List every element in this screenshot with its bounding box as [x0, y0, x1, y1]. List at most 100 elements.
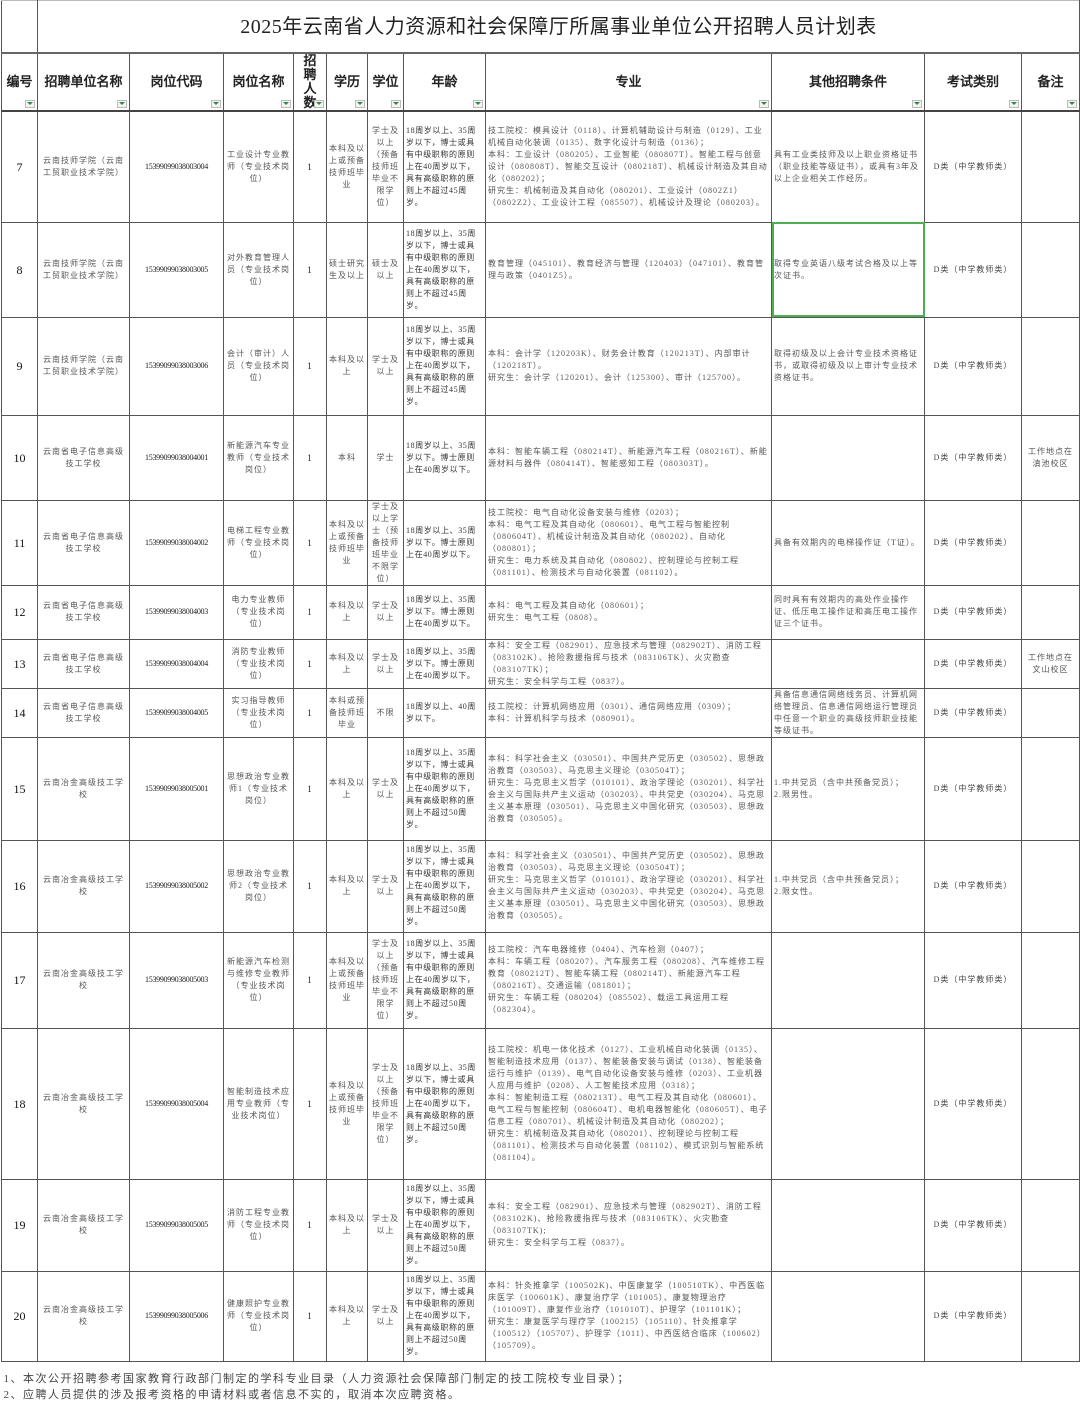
post-name-cell[interactable]: 健康照护专业教师（专业技术岗位）	[223, 1270, 294, 1362]
exam-type-cell[interactable]: D类（中学教师类）	[924, 931, 1022, 1029]
exam-type-cell[interactable]: D类（中学教师类）	[924, 1270, 1022, 1362]
age-requirement-cell[interactable]: 18周岁以上、35周岁以下。博士原则上在40周岁以下。	[403, 414, 486, 501]
filter-dropdown-icon[interactable]	[1067, 100, 1078, 108]
major-requirement-cell[interactable]: 本科：安全工程（082901）、应急技术与管理（082902T）、消防工程（08…	[485, 1178, 772, 1272]
post-code-cell[interactable]: 15399099038005003	[129, 931, 224, 1029]
education-cell[interactable]: 本科	[326, 414, 368, 501]
row-number-cell[interactable]: 20	[1, 1270, 38, 1362]
other-conditions-cell[interactable]: 1.中共党员（含中共预备党员）； 2.限女性。	[771, 839, 925, 933]
age-requirement-cell[interactable]: 18周岁以上、35周岁以下。博士原则上在40周岁以下。	[403, 638, 486, 689]
remarks-cell[interactable]	[1020, 1270, 1080, 1362]
education-cell[interactable]: 本科及以上	[326, 1178, 368, 1272]
row-number-cell[interactable]: 13	[1, 638, 38, 689]
education-cell[interactable]: 本科及以上或预备技师班毕业	[326, 931, 368, 1029]
exam-type-cell[interactable]: D类（中学教师类）	[924, 1027, 1022, 1180]
exam-type-cell[interactable]: D类（中学教师类）	[924, 687, 1022, 738]
degree-cell[interactable]: 不限	[367, 687, 404, 738]
major-requirement-cell[interactable]: 技工院校：电气自动化设备安装与维修（0203）； 本科：电气工程及其自动化（08…	[485, 499, 772, 586]
unit-name-cell[interactable]: 云南冶金高级技工学校	[37, 1270, 130, 1362]
degree-cell[interactable]: 学士及以上	[367, 638, 404, 689]
row-number-cell[interactable]: 7	[1, 110, 38, 223]
unit-name-cell[interactable]: 云南冶金高级技工学校	[37, 1027, 130, 1180]
remarks-cell[interactable]	[1020, 736, 1080, 841]
age-requirement-cell[interactable]: 18周岁以上、35周岁以下，博士或具有中级职称的原则上在40周岁以下，具有高级职…	[403, 736, 486, 841]
row-number-cell[interactable]: 16	[1, 839, 38, 933]
unit-name-cell[interactable]: 云南技师学院（云南工贸职业技术学院）	[37, 221, 130, 318]
education-cell[interactable]: 本科及以上	[326, 839, 368, 933]
degree-cell[interactable]: 学士及以上（预备技师班毕业不限学位）	[367, 1027, 404, 1180]
major-requirement-cell[interactable]: 本科：智能车辆工程（080214T）、新能源汽车工程（080216T）、新能源材…	[485, 414, 772, 501]
row-number-cell[interactable]: 8	[1, 221, 38, 318]
filter-dropdown-icon[interactable]	[281, 100, 291, 108]
filter-dropdown-icon[interactable]	[211, 100, 221, 108]
exam-type-cell[interactable]: D类（中学教师类）	[924, 584, 1022, 640]
hire-count-cell[interactable]: 1	[293, 110, 327, 223]
unit-name-cell[interactable]: 云南省电子信息高级技工学校	[37, 638, 130, 689]
remarks-cell[interactable]	[1020, 687, 1080, 738]
post-name-cell[interactable]: 新能源汽车专业教师（专业技术岗位）	[223, 414, 294, 501]
filter-dropdown-icon[interactable]	[391, 100, 401, 108]
major-requirement-cell[interactable]: 技工院校：汽车电器维修（0404）、汽车检测（0407）； 本科：车辆工程（08…	[485, 931, 772, 1029]
other-conditions-cell[interactable]	[771, 931, 925, 1029]
exam-type-cell[interactable]: D类（中学教师类）	[924, 414, 1022, 501]
hire-count-cell[interactable]: 1	[293, 1270, 327, 1362]
other-conditions-cell[interactable]: 具有工业类技师及以上职业资格证书（职业技能等级证书），或具有3年及以上企业相关工…	[771, 110, 925, 223]
filter-dropdown-icon[interactable]	[314, 100, 324, 108]
post-name-cell[interactable]: 新能源汽车检测与维修专业教师（专业技术岗位）	[223, 931, 294, 1029]
major-requirement-cell[interactable]: 本科：会计学（120203K）、财务会计教育（120213T）、内部审计（120…	[485, 316, 772, 416]
exam-type-cell[interactable]: D类（中学教师类）	[924, 1178, 1022, 1272]
hire-count-cell[interactable]: 1	[293, 687, 327, 738]
other-conditions-cell[interactable]: 具备有效期内的电梯操作证（T证）。	[771, 499, 925, 586]
unit-name-cell[interactable]: 云南冶金高级技工学校	[37, 1178, 130, 1272]
post-code-cell[interactable]: 15399099038005001	[129, 736, 224, 841]
exam-type-cell[interactable]: D类（中学教师类）	[924, 221, 1022, 318]
post-code-cell[interactable]: 15399099038004003	[129, 584, 224, 640]
major-requirement-cell[interactable]: 本科：电气工程及其自动化（080601）； 研究生：电气工程（0808）。	[485, 584, 772, 640]
major-requirement-cell[interactable]: 技工院校：模具设计（0118）、计算机辅助设计与制造（0129）、工业机械自动化…	[485, 110, 772, 223]
unit-name-cell[interactable]: 云南冶金高级技工学校	[37, 736, 130, 841]
row-number-cell[interactable]: 11	[1, 499, 38, 586]
hire-count-cell[interactable]: 1	[293, 638, 327, 689]
filter-dropdown-icon[interactable]	[355, 100, 365, 108]
exam-type-cell[interactable]: D类（中学教师类）	[924, 316, 1022, 416]
post-name-cell[interactable]: 消防工程专业教师（专业技术岗位）	[223, 1178, 294, 1272]
remarks-cell[interactable]	[1020, 1027, 1080, 1180]
major-requirement-cell[interactable]: 本科：科学社会主义（030501）、中国共产党历史（030502）、思想政治教育…	[485, 839, 772, 933]
post-code-cell[interactable]: 15399099038005002	[129, 839, 224, 933]
exam-type-cell[interactable]: D类（中学教师类）	[924, 839, 1022, 933]
degree-cell[interactable]: 学士及以上	[367, 316, 404, 416]
age-requirement-cell[interactable]: 18周岁以上、35周岁以下。博士原则上在40周岁以下。	[403, 499, 486, 586]
post-name-cell[interactable]: 实习指导教师（专业技术岗位）	[223, 687, 294, 738]
major-requirement-cell[interactable]: 教育管理（045101）、教育经济与管理（120403）（047101）、教育管…	[485, 221, 772, 318]
post-code-cell[interactable]: 15399099038004005	[129, 687, 224, 738]
degree-cell[interactable]: 学士及以上	[367, 1270, 404, 1362]
remarks-cell[interactable]: 工作地点在滇池校区	[1020, 414, 1080, 501]
age-requirement-cell[interactable]: 18周岁以上、35周岁以下，博士或具有中级职称的原则上在40周岁以下，具有高级职…	[403, 931, 486, 1029]
exam-type-cell[interactable]: D类（中学教师类）	[924, 499, 1022, 586]
education-cell[interactable]: 本科及以上	[326, 638, 368, 689]
post-name-cell[interactable]: 电力专业教师（专业技术岗位）	[223, 584, 294, 640]
degree-cell[interactable]: 学士及以上	[367, 839, 404, 933]
education-cell[interactable]: 本科及以上或预备技师班毕业	[326, 110, 368, 223]
hire-count-cell[interactable]: 1	[293, 736, 327, 841]
post-code-cell[interactable]: 15399099038005006	[129, 1270, 224, 1362]
other-conditions-cell[interactable]	[771, 638, 925, 689]
age-requirement-cell[interactable]: 18周岁以上、35周岁以下，博士或具有中级职称的原则上在40周岁以下，具有高级职…	[403, 1270, 486, 1362]
filter-dropdown-icon[interactable]	[473, 100, 483, 108]
post-code-cell[interactable]: 15399099038005004	[129, 1027, 224, 1180]
post-name-cell[interactable]: 思想政治专业教师1（专业技术岗位）	[223, 736, 294, 841]
other-conditions-cell[interactable]	[771, 1270, 925, 1362]
exam-type-cell[interactable]: D类（中学教师类）	[924, 736, 1022, 841]
degree-cell[interactable]: 学士及以上（预备技师班毕业不限学位）	[367, 110, 404, 223]
filter-dropdown-icon[interactable]	[759, 100, 769, 108]
degree-cell[interactable]: 学士	[367, 414, 404, 501]
filter-dropdown-icon[interactable]	[117, 100, 127, 108]
row-number-cell[interactable]: 18	[1, 1027, 38, 1180]
hire-count-cell[interactable]: 1	[293, 839, 327, 933]
other-conditions-cell[interactable]: 取得专业英语八级考试合格及以上等次证书。	[771, 221, 925, 318]
post-code-cell[interactable]: 15399099038004002	[129, 499, 224, 586]
row-number-cell[interactable]: 12	[1, 584, 38, 640]
major-requirement-cell[interactable]: 本科：科学社会主义（030501）、中国共产党历史（030502）、思想政治教育…	[485, 736, 772, 841]
age-requirement-cell[interactable]: 18周岁以上、35周岁以下，博士或具有中级职称的原则上在40周岁以下，具有高级职…	[403, 1178, 486, 1272]
filter-dropdown-icon[interactable]	[1009, 100, 1019, 108]
